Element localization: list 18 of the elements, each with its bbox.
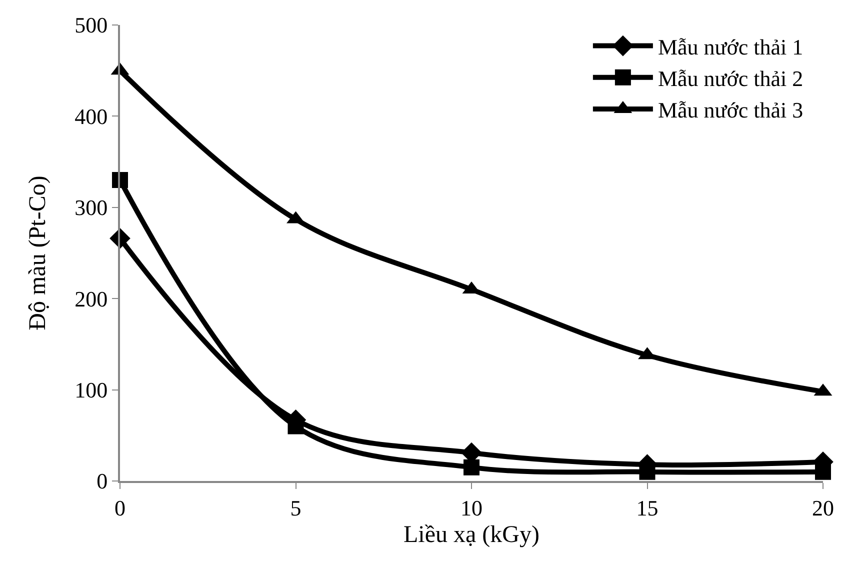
y-tick-label: 200 [74, 286, 108, 312]
x-tick-label: 20 [812, 495, 834, 520]
y-tick-label: 100 [74, 378, 108, 402]
point [464, 459, 480, 476]
x-tick-label: 0 [114, 495, 126, 520]
y-axis-title: Độ màu (Pt-Co) [25, 176, 52, 330]
legend-label: Mẫu nước thải 2 [658, 66, 804, 91]
x-axis-title: Liều xạ (kGy) [404, 522, 540, 548]
y-tick-label: 400 [74, 104, 108, 129]
y-tick-label: 500 [74, 12, 108, 38]
x-tick-label: 5 [290, 495, 302, 520]
legend-label: Mẫu nước thải 1 [658, 34, 804, 60]
legend-label: Mẫu nước thải 3 [658, 98, 804, 123]
x-tick-label: 15 [636, 495, 658, 520]
point [815, 464, 831, 480]
x-tick-label: 10 [460, 495, 482, 520]
y-tick-label: 300 [74, 195, 108, 220]
y-tick-label: 0 [96, 468, 108, 494]
